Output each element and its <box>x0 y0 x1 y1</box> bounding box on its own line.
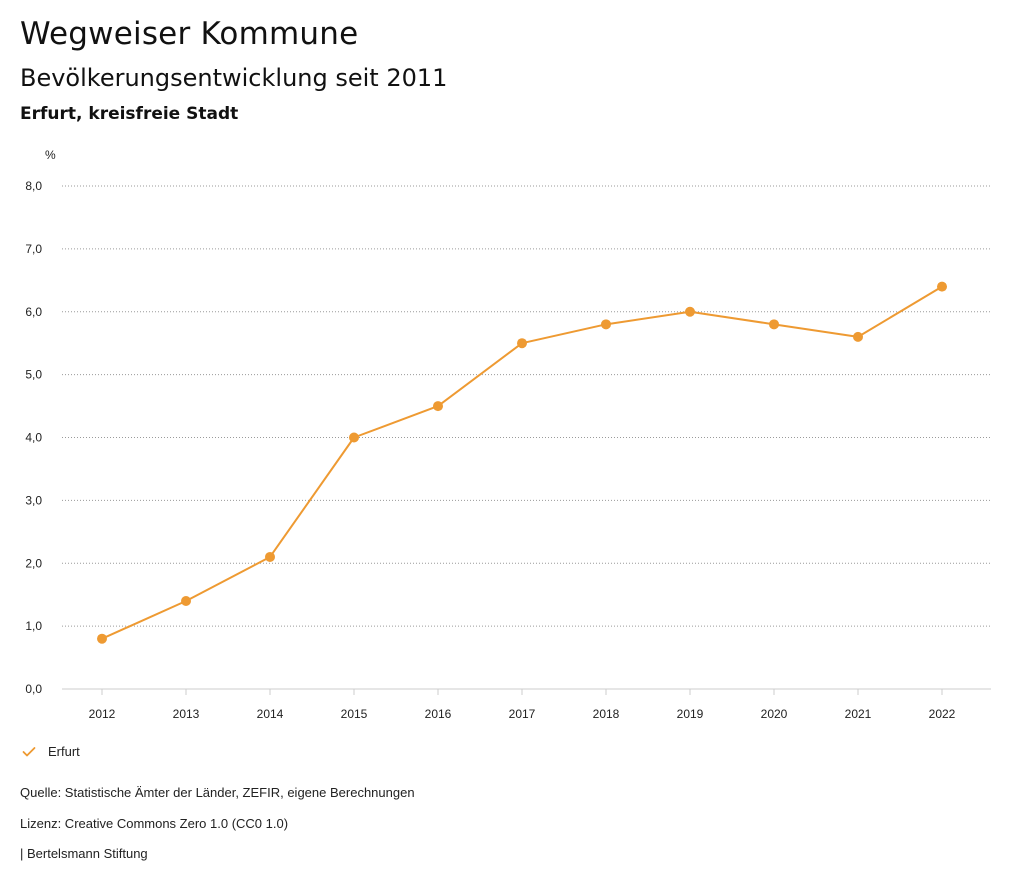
checkmark-icon <box>22 746 36 756</box>
data-point[interactable] <box>97 633 107 644</box>
legend-label: Erfurt <box>48 744 80 759</box>
y-tick-label: 8,0 <box>25 179 42 193</box>
data-point[interactable] <box>937 281 947 292</box>
data-point[interactable] <box>433 401 443 412</box>
data-point[interactable] <box>601 319 611 330</box>
data-point[interactable] <box>265 551 275 562</box>
data-point[interactable] <box>517 338 527 349</box>
x-tick-label: 2017 <box>509 707 536 721</box>
y-tick-label: 1,0 <box>25 619 42 633</box>
page-title: Wegweiser Kommune <box>20 16 359 52</box>
x-tick-label: 2013 <box>173 707 200 721</box>
y-tick-label: 4,0 <box>25 431 42 445</box>
y-axis-ticks: 0,0 1,0 2,0 3,0 4,0 5,0 6,0 7,0 8,0 <box>25 179 42 696</box>
y-tick-label: 2,0 <box>25 556 42 570</box>
x-axis-ticks: 2012 2013 2014 2015 2016 2017 2018 2019 2020 2021… <box>89 689 956 721</box>
y-tick-label: 7,0 <box>25 242 42 256</box>
x-tick-label: 2016 <box>425 707 452 721</box>
y-tick-label: 3,0 <box>25 493 42 507</box>
license-note: Lizenz: Creative Commons Zero 1.0 (CC0 1… <box>20 816 289 831</box>
grid-layer <box>62 185 991 690</box>
y-tick-label: 6,0 <box>25 305 42 319</box>
data-point[interactable] <box>769 319 779 330</box>
x-tick-label: 2014 <box>257 707 284 721</box>
y-axis-unit-label: % <box>45 148 56 162</box>
region-name: Erfurt, kreisfreie Stadt <box>20 104 239 124</box>
y-tick-label: 0,0 <box>25 682 42 696</box>
x-tick-label: 2019 <box>677 707 704 721</box>
data-point[interactable] <box>181 595 191 606</box>
data-point[interactable] <box>349 432 359 443</box>
publisher-note: | Bertelsmann Stiftung <box>20 846 148 861</box>
legend-item-erfurt[interactable]: Erfurt <box>22 744 80 759</box>
x-tick-label: 2020 <box>761 707 788 721</box>
x-tick-label: 2021 <box>845 707 872 721</box>
x-tick-label: 2018 <box>593 707 620 721</box>
data-point[interactable] <box>685 306 695 317</box>
source-note: Quelle: Statistische Ämter der Länder, Z… <box>20 785 415 800</box>
chart-subtitle: Bevölkerungsentwicklung seit 2011 <box>20 64 448 92</box>
x-tick-label: 2015 <box>341 707 368 721</box>
series-layer <box>97 281 947 644</box>
x-tick-label: 2012 <box>89 707 116 721</box>
y-tick-label: 5,0 <box>25 368 42 382</box>
x-tick-label: 2022 <box>929 707 956 721</box>
line-chart: % 0,01,02,03,04,05,06,07,08,0 2012 2013 20… <box>25 148 991 721</box>
data-point[interactable] <box>853 331 863 342</box>
